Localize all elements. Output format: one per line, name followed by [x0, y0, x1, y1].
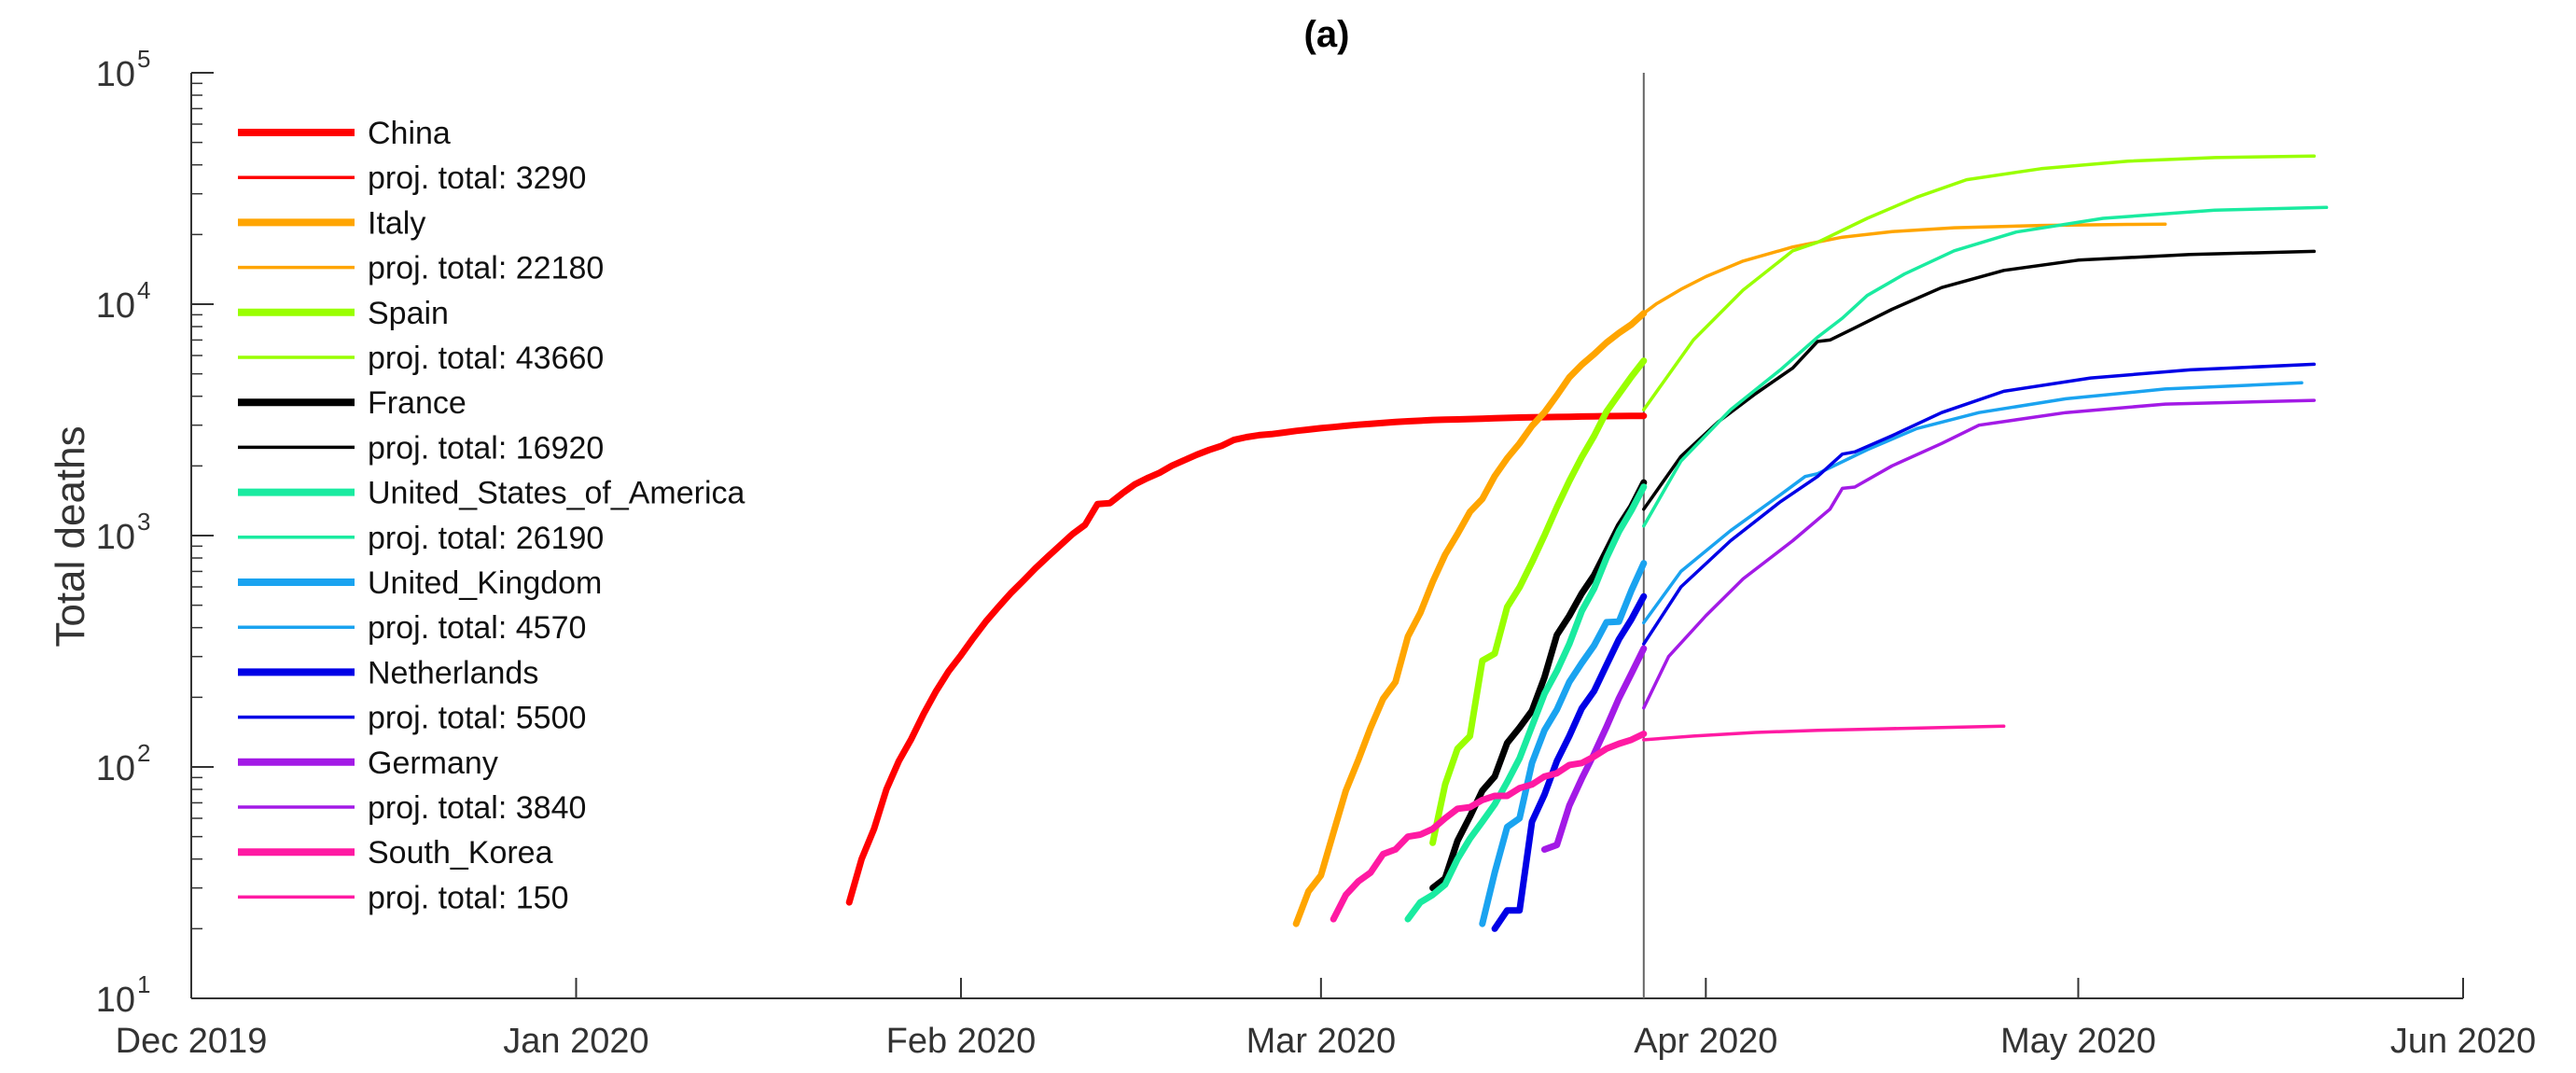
y-tick-exponent: 3 — [137, 508, 150, 536]
legend-label: proj. total: 26190 — [368, 521, 604, 556]
y-tick-exponent: 5 — [137, 45, 150, 73]
x-tick-label: Dec 2019 — [116, 1022, 268, 1061]
legend-label: South_Korea — [368, 835, 553, 871]
x-tick-label: Jun 2020 — [2390, 1022, 2536, 1061]
y-tick-exponent: 2 — [137, 739, 150, 767]
y-tick-label: 10 — [96, 55, 135, 94]
series-line-projected — [1642, 222, 2167, 315]
legend-label: United_States_of_America — [368, 476, 745, 511]
series-line-projected — [1642, 205, 2329, 528]
x-tick-label: Apr 2020 — [1634, 1022, 1777, 1061]
legend: China proj. total: 3290 Italy proj. total: … — [238, 116, 745, 915]
axes: Dec 2019 Jan 2020 Feb 2020 Mar 2020 Apr 2020… — [96, 45, 2536, 1061]
series-line-projected — [1642, 381, 2304, 625]
series-line-observed — [845, 412, 1648, 906]
series-line-observed — [1404, 483, 1648, 923]
series-line-projected — [1642, 154, 2317, 411]
series-line-projected — [1642, 398, 2317, 710]
legend-label: United_Kingdom — [368, 565, 602, 601]
legend-label: proj. total: 16920 — [368, 430, 604, 466]
series-line-observed — [1429, 357, 1648, 846]
legend-label: proj. total: 22180 — [368, 251, 604, 286]
y-axis-label: Total deaths — [48, 425, 93, 647]
y-tick-label: 10 — [96, 286, 135, 326]
y-tick-exponent: 4 — [137, 276, 150, 304]
series-line-observed — [1330, 731, 1648, 923]
series-line-projected — [1642, 362, 2317, 646]
x-tick-label: May 2020 — [2000, 1022, 2156, 1061]
series-line-observed — [1292, 310, 1648, 927]
legend-label: Germany — [368, 746, 498, 781]
chart-title: (a) — [1304, 14, 1350, 55]
legend-label: Netherlands — [368, 655, 538, 690]
series-lines — [845, 154, 2329, 932]
legend-label: proj. total: 5500 — [368, 701, 586, 736]
y-tick-label: 10 — [96, 749, 135, 788]
legend-label: Spain — [368, 296, 449, 331]
legend-label: China — [368, 116, 451, 151]
y-tick-label: 10 — [96, 981, 135, 1020]
y-tick-label: 10 — [96, 518, 135, 557]
legend-label: proj. total: 150 — [368, 880, 568, 915]
series-line-projected — [1642, 724, 2006, 742]
y-tick-exponent: 1 — [137, 970, 150, 998]
legend-label: proj. total: 3840 — [368, 790, 586, 826]
series-line-observed — [1479, 560, 1648, 927]
legend-label: proj. total: 3290 — [368, 160, 586, 196]
x-tick-label: Feb 2020 — [886, 1022, 1037, 1061]
legend-label: proj. total: 43660 — [368, 341, 604, 376]
legend-label: Italy — [368, 205, 425, 241]
x-tick-label: Mar 2020 — [1246, 1022, 1397, 1061]
legend-label: proj. total: 4570 — [368, 610, 586, 646]
series-line-observed — [1491, 592, 1648, 932]
legend-label: France — [368, 385, 466, 421]
x-tick-label: Jan 2020 — [503, 1022, 648, 1061]
